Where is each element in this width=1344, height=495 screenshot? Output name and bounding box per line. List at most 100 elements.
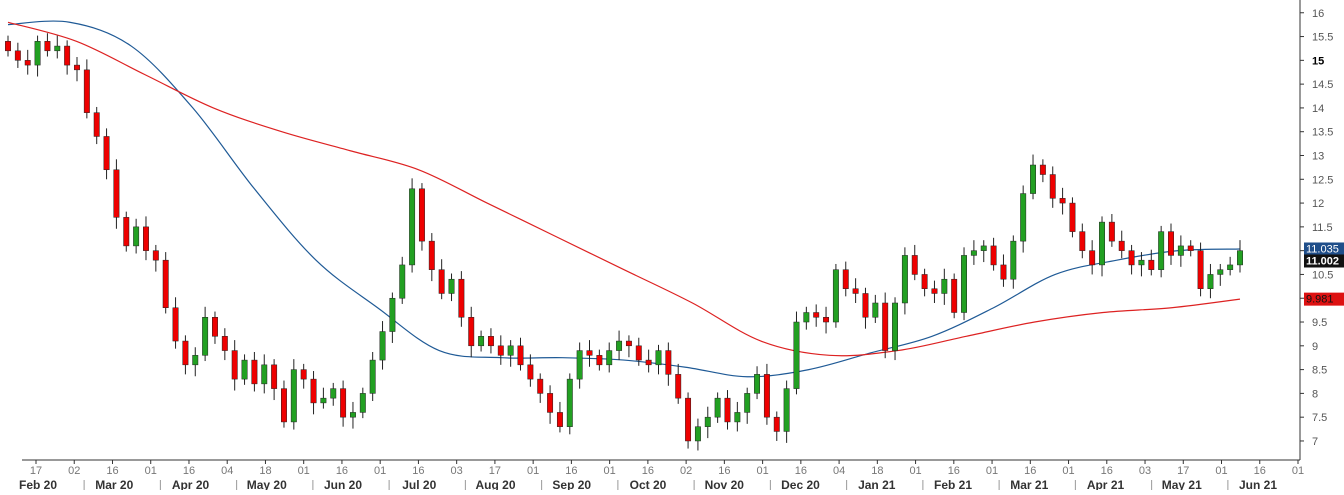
candle-down [487,336,494,347]
candle-up [714,397,721,418]
candle-down [625,340,632,347]
candle-down [497,345,504,356]
candle-down [842,269,849,289]
candle-up [1217,269,1224,275]
candle-up [1099,221,1105,266]
price-badge [1304,254,1344,268]
candle-up [34,41,41,66]
price-badge [1304,292,1344,306]
candle-down [685,397,692,442]
candle-down [1168,231,1174,256]
x-month-label: Feb 20 [19,478,57,490]
x-month-label: Oct 20 [630,478,667,490]
moving-average-red [7,21,1241,357]
candle-down [921,274,928,289]
candle-up [359,393,366,413]
x-day-label: 01 [374,465,386,477]
x-day-label: 01 [298,465,310,477]
x-month-label: May 20 [247,478,287,490]
candle-up [734,412,741,423]
candle-up [1158,231,1165,270]
candle-down [537,378,544,394]
x-day-label: 01 [604,465,616,477]
candle-down [1049,174,1056,199]
candle-up [1207,274,1214,289]
candle-down [990,245,997,266]
candle-down [5,41,11,52]
candle-up [566,378,573,427]
x-month-label: Nov 20 [705,478,745,490]
candle-down [665,350,672,375]
candle-down [596,355,603,366]
candle-down [763,374,770,418]
y-tick-label: 10.5 [1312,269,1333,281]
candle-down [428,240,435,270]
candle-up [872,302,879,318]
candle-up [961,255,967,313]
x-axis: 17 02 16 01 16 04 18 01 16 01 16 03 17 01 16 01 16 02 16 01… [19,459,1304,492]
candle-down [645,359,652,366]
candle-down [527,364,534,380]
x-day-label: 16 [183,465,195,477]
candle-down [586,350,593,356]
x-day-label: 01 [527,465,539,477]
candle-down [1197,250,1204,289]
candle-up [694,426,701,442]
x-month-label: Mar 20 [95,478,133,490]
candle-up [507,345,514,356]
x-day-label: 16 [795,465,807,477]
x-month-label: Jun 20 [324,478,362,490]
y-tick-label: 13.5 [1312,127,1333,139]
candle-up [892,302,899,351]
candle-up [241,359,248,380]
candle-down [951,278,958,313]
x-day-label: 16 [642,465,654,477]
x-month-label: Aug 20 [475,478,515,490]
x-day-label: 17 [1177,465,1189,477]
candle-down [675,374,682,399]
x-month-label: Jan 21 [858,478,896,490]
x-month-label: Jul 20 [402,478,436,490]
candle-down [517,345,524,366]
candle-down [103,136,110,171]
candle-down [418,188,425,242]
candle-down [172,307,179,342]
x-day-label: 16 [1024,465,1036,477]
candle-down [1108,221,1115,242]
candle-up [409,188,416,266]
candle-down [24,60,31,66]
candle-down [212,317,218,337]
x-month-label: Feb 21 [934,478,972,490]
y-tick-label: 8.5 [1312,365,1327,377]
candle-down [1187,245,1194,251]
candle-down [340,388,347,418]
y-tick-label: 15 [1312,55,1324,67]
candle-up [369,359,376,394]
x-day-label: 01 [145,465,157,477]
x-day-label: 02 [680,465,692,477]
candle-up [389,297,396,332]
candle-down [724,397,731,423]
candle-up [1138,259,1145,266]
price-badge-label: 11.035 [1306,243,1339,255]
x-month-label: Dec 20 [781,478,820,490]
candle-down [556,412,563,427]
candle-down [438,269,445,294]
price-badge [1304,242,1344,256]
candle-down [14,50,21,61]
x-day-label: 01 [1292,465,1304,477]
candle-down [813,312,820,318]
y-tick-label: 8 [1312,388,1318,400]
candle-down [251,359,258,385]
y-tick-label: 9 [1312,341,1318,353]
candle-down [182,340,189,366]
candle-up [261,364,268,385]
candle-down [911,255,918,275]
candle-down [1148,259,1155,270]
x-day-label: 01 [1215,465,1227,477]
candle-down [1089,250,1096,266]
x-day-label: 01 [986,465,998,477]
x-month-label: May 21 [1162,478,1202,490]
